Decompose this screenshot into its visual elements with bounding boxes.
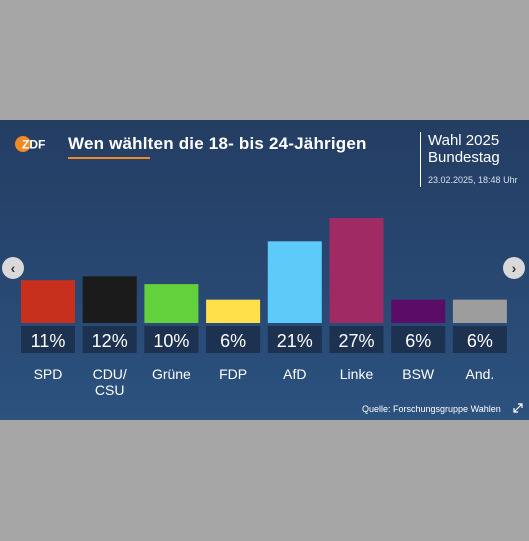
value-box-6	[391, 326, 446, 353]
next-button[interactable]: ›	[503, 257, 525, 279]
bar-3	[206, 299, 261, 323]
value-box-4	[267, 326, 322, 353]
bar-0	[21, 280, 75, 323]
election-type: Bundestag	[428, 149, 500, 166]
category-label-4: AfD	[283, 366, 306, 382]
chevron-right-icon: ›	[511, 260, 517, 276]
value-box-7	[452, 326, 507, 353]
chevron-left-icon: ‹	[10, 260, 16, 276]
value-label-7: 6%	[467, 331, 493, 351]
value-label-5: 27%	[338, 331, 374, 351]
bar-2	[144, 284, 199, 323]
header-divider	[420, 132, 421, 187]
value-box-2	[144, 326, 199, 353]
value-label-4: 21%	[277, 331, 313, 351]
chart-title: Wen wählten die 18- bis 24-Jährigen	[68, 134, 367, 153]
chart-panel: ZDF Wen wählten die 18- bis 24-Jährigen …	[0, 120, 529, 420]
category-label-1: CDU/CSU	[93, 366, 127, 398]
title-underline	[68, 157, 150, 159]
category-label-0: SPD	[34, 366, 63, 382]
value-box-1	[82, 326, 137, 353]
value-label-6: 6%	[405, 331, 431, 351]
value-label-3: 6%	[220, 331, 246, 351]
value-label-1: 12%	[92, 331, 128, 351]
value-box-3	[206, 326, 261, 353]
bar-5	[329, 218, 384, 323]
category-label-3: FDP	[219, 366, 247, 382]
bar-4	[267, 241, 322, 323]
category-label-7: And.	[465, 366, 494, 382]
category-label-6: BSW	[402, 366, 435, 382]
election-year: Wahl 2025	[428, 132, 500, 149]
previous-button[interactable]: ‹	[2, 257, 24, 279]
zdf-logo: ZDF	[15, 136, 45, 152]
value-box-0	[21, 326, 75, 353]
bar-6	[391, 299, 446, 323]
svg-text:ZDF: ZDF	[22, 138, 45, 152]
source-note: Quelle: Forschungsgruppe Wahlen	[362, 404, 501, 414]
election-info: Wahl 2025 Bundestag	[428, 132, 500, 166]
value-label-0: 11%	[31, 331, 66, 351]
expand-icon[interactable]	[513, 403, 523, 413]
bar-chart: 11% SPD 12% CDU/CSU 10% Grüne 6% FDP 21% AfD 27% Li…	[21, 218, 507, 398]
value-box-5	[329, 326, 384, 353]
timestamp: 23.02.2025, 18:48 Uhr	[428, 175, 518, 185]
category-label-5: Linke	[340, 366, 374, 382]
bar-1	[82, 276, 137, 323]
category-label-2: Grüne	[152, 366, 191, 382]
value-label-2: 10%	[153, 331, 189, 351]
bar-7	[452, 299, 507, 323]
